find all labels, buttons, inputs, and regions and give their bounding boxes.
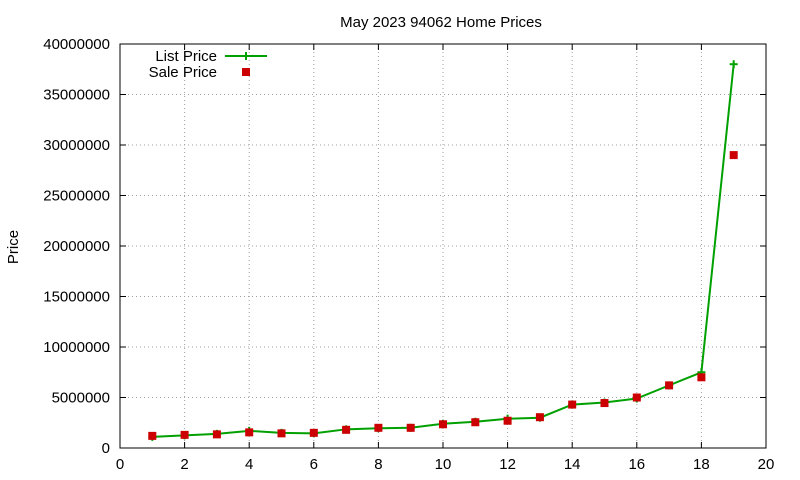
sale-price-point [503,416,512,425]
plot-frame [119,43,767,449]
y-tick-label: 0 [102,440,110,457]
legend-label: List Price [155,48,217,65]
y-axis-label: Price [5,230,22,264]
y-tick-label: 30000000 [43,137,110,154]
sale-price-point [309,428,318,437]
sale-price-point [180,430,189,439]
sale-price-point [342,425,351,434]
sale-price-point [471,418,480,427]
sale-price-point [665,381,674,390]
sale-price-point [406,423,415,432]
legend-label: Sale Price [149,64,217,81]
x-tick-label: 0 [116,456,124,473]
sale-price-point [374,423,383,432]
sale-price-point [148,431,157,440]
y-tick-label: 25000000 [43,188,110,205]
y-tick-label: 10000000 [43,339,110,356]
x-tick-label: 14 [564,456,581,473]
x-tick-label: 18 [693,456,710,473]
sale-price-point [212,430,221,439]
y-tick-label: 20000000 [43,238,110,255]
list-price-point [729,60,738,69]
legend-square-marker [242,68,250,76]
x-tick-label: 4 [245,456,253,473]
sale-price-point [729,151,738,160]
chart-title: May 2023 94062 Home Prices [340,14,542,31]
axis-ticks: 0 2 4 6 8 10 12 14 16 18 20 0 5000000 10000000 1500000… [43,36,774,473]
sale-price-point [697,373,706,382]
sale-price-point [277,429,286,438]
sale-price-point [245,428,254,437]
sale-price-point [632,393,641,402]
series [148,60,738,441]
sale-price-point [568,400,577,409]
x-tick-label: 10 [435,456,452,473]
sale-price-point [535,413,544,422]
y-tick-label: 35000000 [43,87,110,104]
legend-plus-marker [242,52,250,60]
x-tick-label: 16 [628,456,645,473]
sale-price-point [439,420,447,429]
x-tick-label: 8 [374,456,382,473]
x-tick-label: 20 [758,456,775,473]
x-tick-label: 12 [499,456,516,473]
sale-price-point [600,399,609,408]
y-tick-label: 15000000 [43,289,110,306]
y-tick-label: 40000000 [43,36,110,53]
y-tick-label: 5000000 [52,390,110,407]
x-tick-label: 6 [310,456,318,473]
x-tick-label: 2 [180,456,188,473]
